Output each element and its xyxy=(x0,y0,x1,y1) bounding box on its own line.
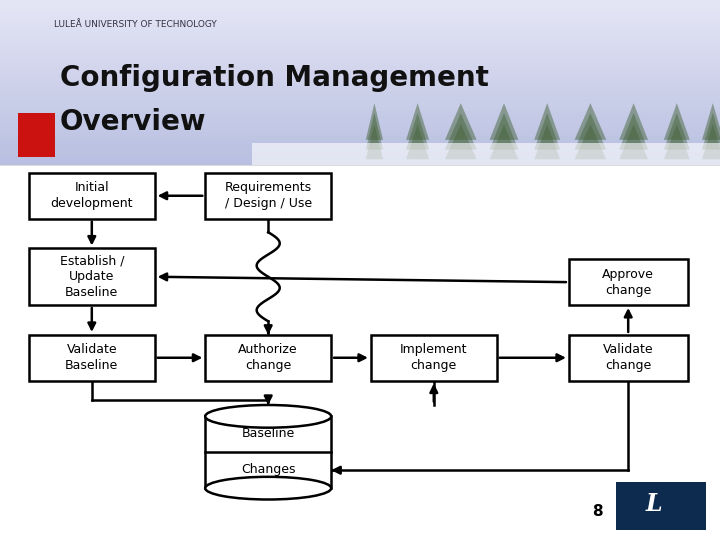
Bar xyxy=(0,32,720,37)
Bar xyxy=(0,15,720,21)
Polygon shape xyxy=(664,103,690,140)
Bar xyxy=(0,73,720,78)
Bar xyxy=(0,151,720,157)
Bar xyxy=(371,335,497,381)
Text: L: L xyxy=(645,491,662,516)
Bar xyxy=(0,60,720,66)
Text: Overview: Overview xyxy=(60,107,206,136)
Bar xyxy=(18,113,55,157)
Bar xyxy=(0,11,720,16)
Text: 8: 8 xyxy=(593,504,603,519)
Polygon shape xyxy=(406,103,429,140)
Polygon shape xyxy=(534,113,560,150)
Ellipse shape xyxy=(205,405,331,428)
Text: Implement
change: Implement change xyxy=(400,343,467,372)
Polygon shape xyxy=(366,103,383,140)
Bar xyxy=(0,102,720,107)
Text: Baseline: Baseline xyxy=(242,427,294,440)
Polygon shape xyxy=(366,113,383,150)
Bar xyxy=(0,3,720,8)
Text: Authorize
change: Authorize change xyxy=(238,343,298,372)
Bar xyxy=(0,77,720,82)
Polygon shape xyxy=(406,124,429,159)
Bar xyxy=(0,85,720,91)
Polygon shape xyxy=(445,113,477,150)
Text: Initial
development: Initial development xyxy=(50,181,133,210)
Bar xyxy=(0,81,720,86)
Bar xyxy=(0,93,720,99)
Bar xyxy=(569,335,688,381)
Bar xyxy=(0,123,720,127)
Bar xyxy=(0,28,720,33)
Bar xyxy=(569,259,688,305)
Text: Changes: Changes xyxy=(241,463,295,476)
Text: Establish /
Update
Baseline: Establish / Update Baseline xyxy=(60,254,124,299)
Bar xyxy=(0,165,720,540)
Bar xyxy=(0,143,720,148)
Polygon shape xyxy=(575,124,606,159)
Bar xyxy=(205,416,331,488)
Text: LULEÅ UNIVERSITY OF TECHNOLOGY: LULEÅ UNIVERSITY OF TECHNOLOGY xyxy=(54,20,217,29)
Polygon shape xyxy=(534,124,560,159)
Polygon shape xyxy=(619,124,648,159)
Polygon shape xyxy=(445,103,477,140)
Polygon shape xyxy=(575,113,606,150)
Polygon shape xyxy=(619,113,648,150)
Bar xyxy=(0,7,720,12)
Bar xyxy=(0,52,720,58)
Bar xyxy=(0,65,720,70)
Bar xyxy=(252,143,720,165)
Text: Validate
change: Validate change xyxy=(603,343,654,372)
Bar xyxy=(0,90,720,94)
Bar xyxy=(0,147,720,152)
Ellipse shape xyxy=(205,477,331,500)
Bar xyxy=(0,69,720,74)
Polygon shape xyxy=(366,124,383,159)
Polygon shape xyxy=(445,124,477,159)
Text: Configuration Management: Configuration Management xyxy=(60,64,489,92)
Polygon shape xyxy=(490,124,518,159)
Text: Approve
change: Approve change xyxy=(602,268,654,296)
Bar xyxy=(0,44,720,49)
Bar xyxy=(0,118,720,124)
Bar xyxy=(0,24,720,29)
Polygon shape xyxy=(490,113,518,150)
Bar xyxy=(205,173,331,219)
Text: Validate
Baseline: Validate Baseline xyxy=(66,343,118,372)
Polygon shape xyxy=(702,113,720,150)
Bar xyxy=(0,156,720,160)
Bar xyxy=(0,126,720,132)
Bar xyxy=(0,0,720,4)
Polygon shape xyxy=(490,103,518,140)
Bar xyxy=(205,335,331,381)
Polygon shape xyxy=(664,124,690,159)
Bar xyxy=(0,57,720,62)
Polygon shape xyxy=(664,113,690,150)
Polygon shape xyxy=(619,103,648,140)
Text: Requirements
/ Design / Use: Requirements / Design / Use xyxy=(225,181,312,210)
Bar xyxy=(0,139,720,144)
Polygon shape xyxy=(406,113,429,150)
Polygon shape xyxy=(575,103,606,140)
Bar xyxy=(0,36,720,41)
Bar xyxy=(0,19,720,25)
Bar xyxy=(0,98,720,103)
Bar xyxy=(0,114,720,119)
Bar xyxy=(29,248,155,305)
Polygon shape xyxy=(702,124,720,159)
Polygon shape xyxy=(702,103,720,140)
Bar xyxy=(29,173,155,219)
Bar xyxy=(0,106,720,111)
Bar xyxy=(616,482,706,530)
Bar xyxy=(0,131,720,136)
Bar xyxy=(0,110,720,115)
Bar xyxy=(29,335,155,381)
Bar xyxy=(0,135,720,140)
Bar xyxy=(0,40,720,45)
Bar xyxy=(0,159,720,165)
Bar xyxy=(0,48,720,53)
Polygon shape xyxy=(534,103,560,140)
